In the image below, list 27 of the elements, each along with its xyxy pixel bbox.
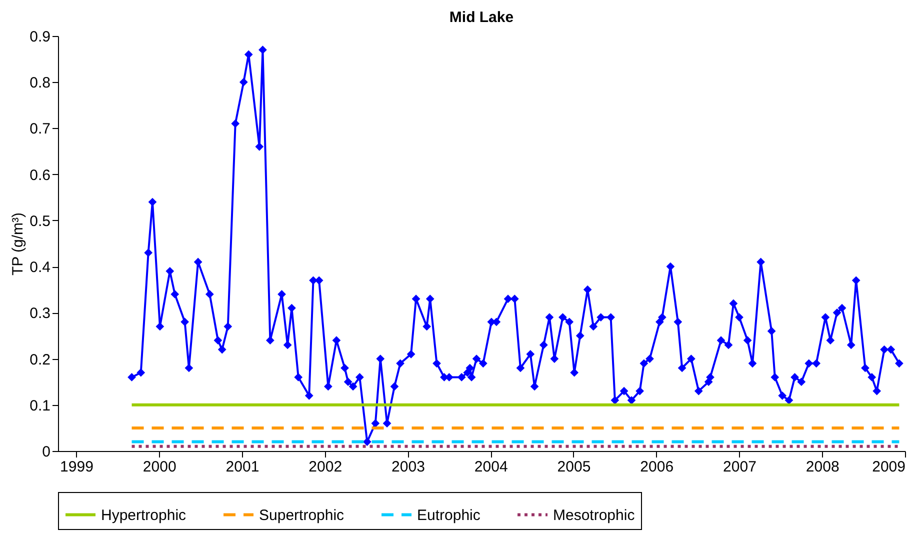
x-tick-label: 2002 xyxy=(308,458,342,476)
y-tick-label: 0.5 xyxy=(30,212,50,230)
y-axis-title: TP (g/m³) xyxy=(10,212,27,276)
y-tick-label: 0.9 xyxy=(30,28,50,46)
x-tick-label: 1999 xyxy=(60,458,94,476)
y-tick-label: 0.2 xyxy=(30,351,50,368)
legend-label: Eutrophic xyxy=(417,506,481,524)
y-tick-label: 0.6 xyxy=(30,166,50,184)
y-tick-label: 0.8 xyxy=(30,74,50,92)
x-tick-label: 2001 xyxy=(226,458,260,476)
chart-title: Mid Lake xyxy=(449,9,514,26)
x-tick-label: 2000 xyxy=(142,458,176,476)
legend-label: Hypertrophic xyxy=(101,506,187,524)
x-tick-label: 2006 xyxy=(640,458,674,476)
x-tick-label: 2009 xyxy=(872,458,906,476)
legend-label: Mesotrophic xyxy=(553,506,636,524)
x-tick-label: 2004 xyxy=(474,458,508,476)
x-tick-label: 2003 xyxy=(392,458,425,476)
x-tick-label: 2005 xyxy=(557,458,591,476)
legend-label: Supertrophic xyxy=(259,506,345,524)
x-tick-label: 2008 xyxy=(806,458,840,476)
y-tick-label: 0.3 xyxy=(30,305,50,322)
y-tick-label: 0.7 xyxy=(30,120,50,138)
y-tick-label: 0.1 xyxy=(30,397,50,414)
x-tick-label: 2007 xyxy=(723,458,756,476)
y-tick-label: 0 xyxy=(42,444,50,460)
y-tick-label: 0.4 xyxy=(30,259,50,276)
